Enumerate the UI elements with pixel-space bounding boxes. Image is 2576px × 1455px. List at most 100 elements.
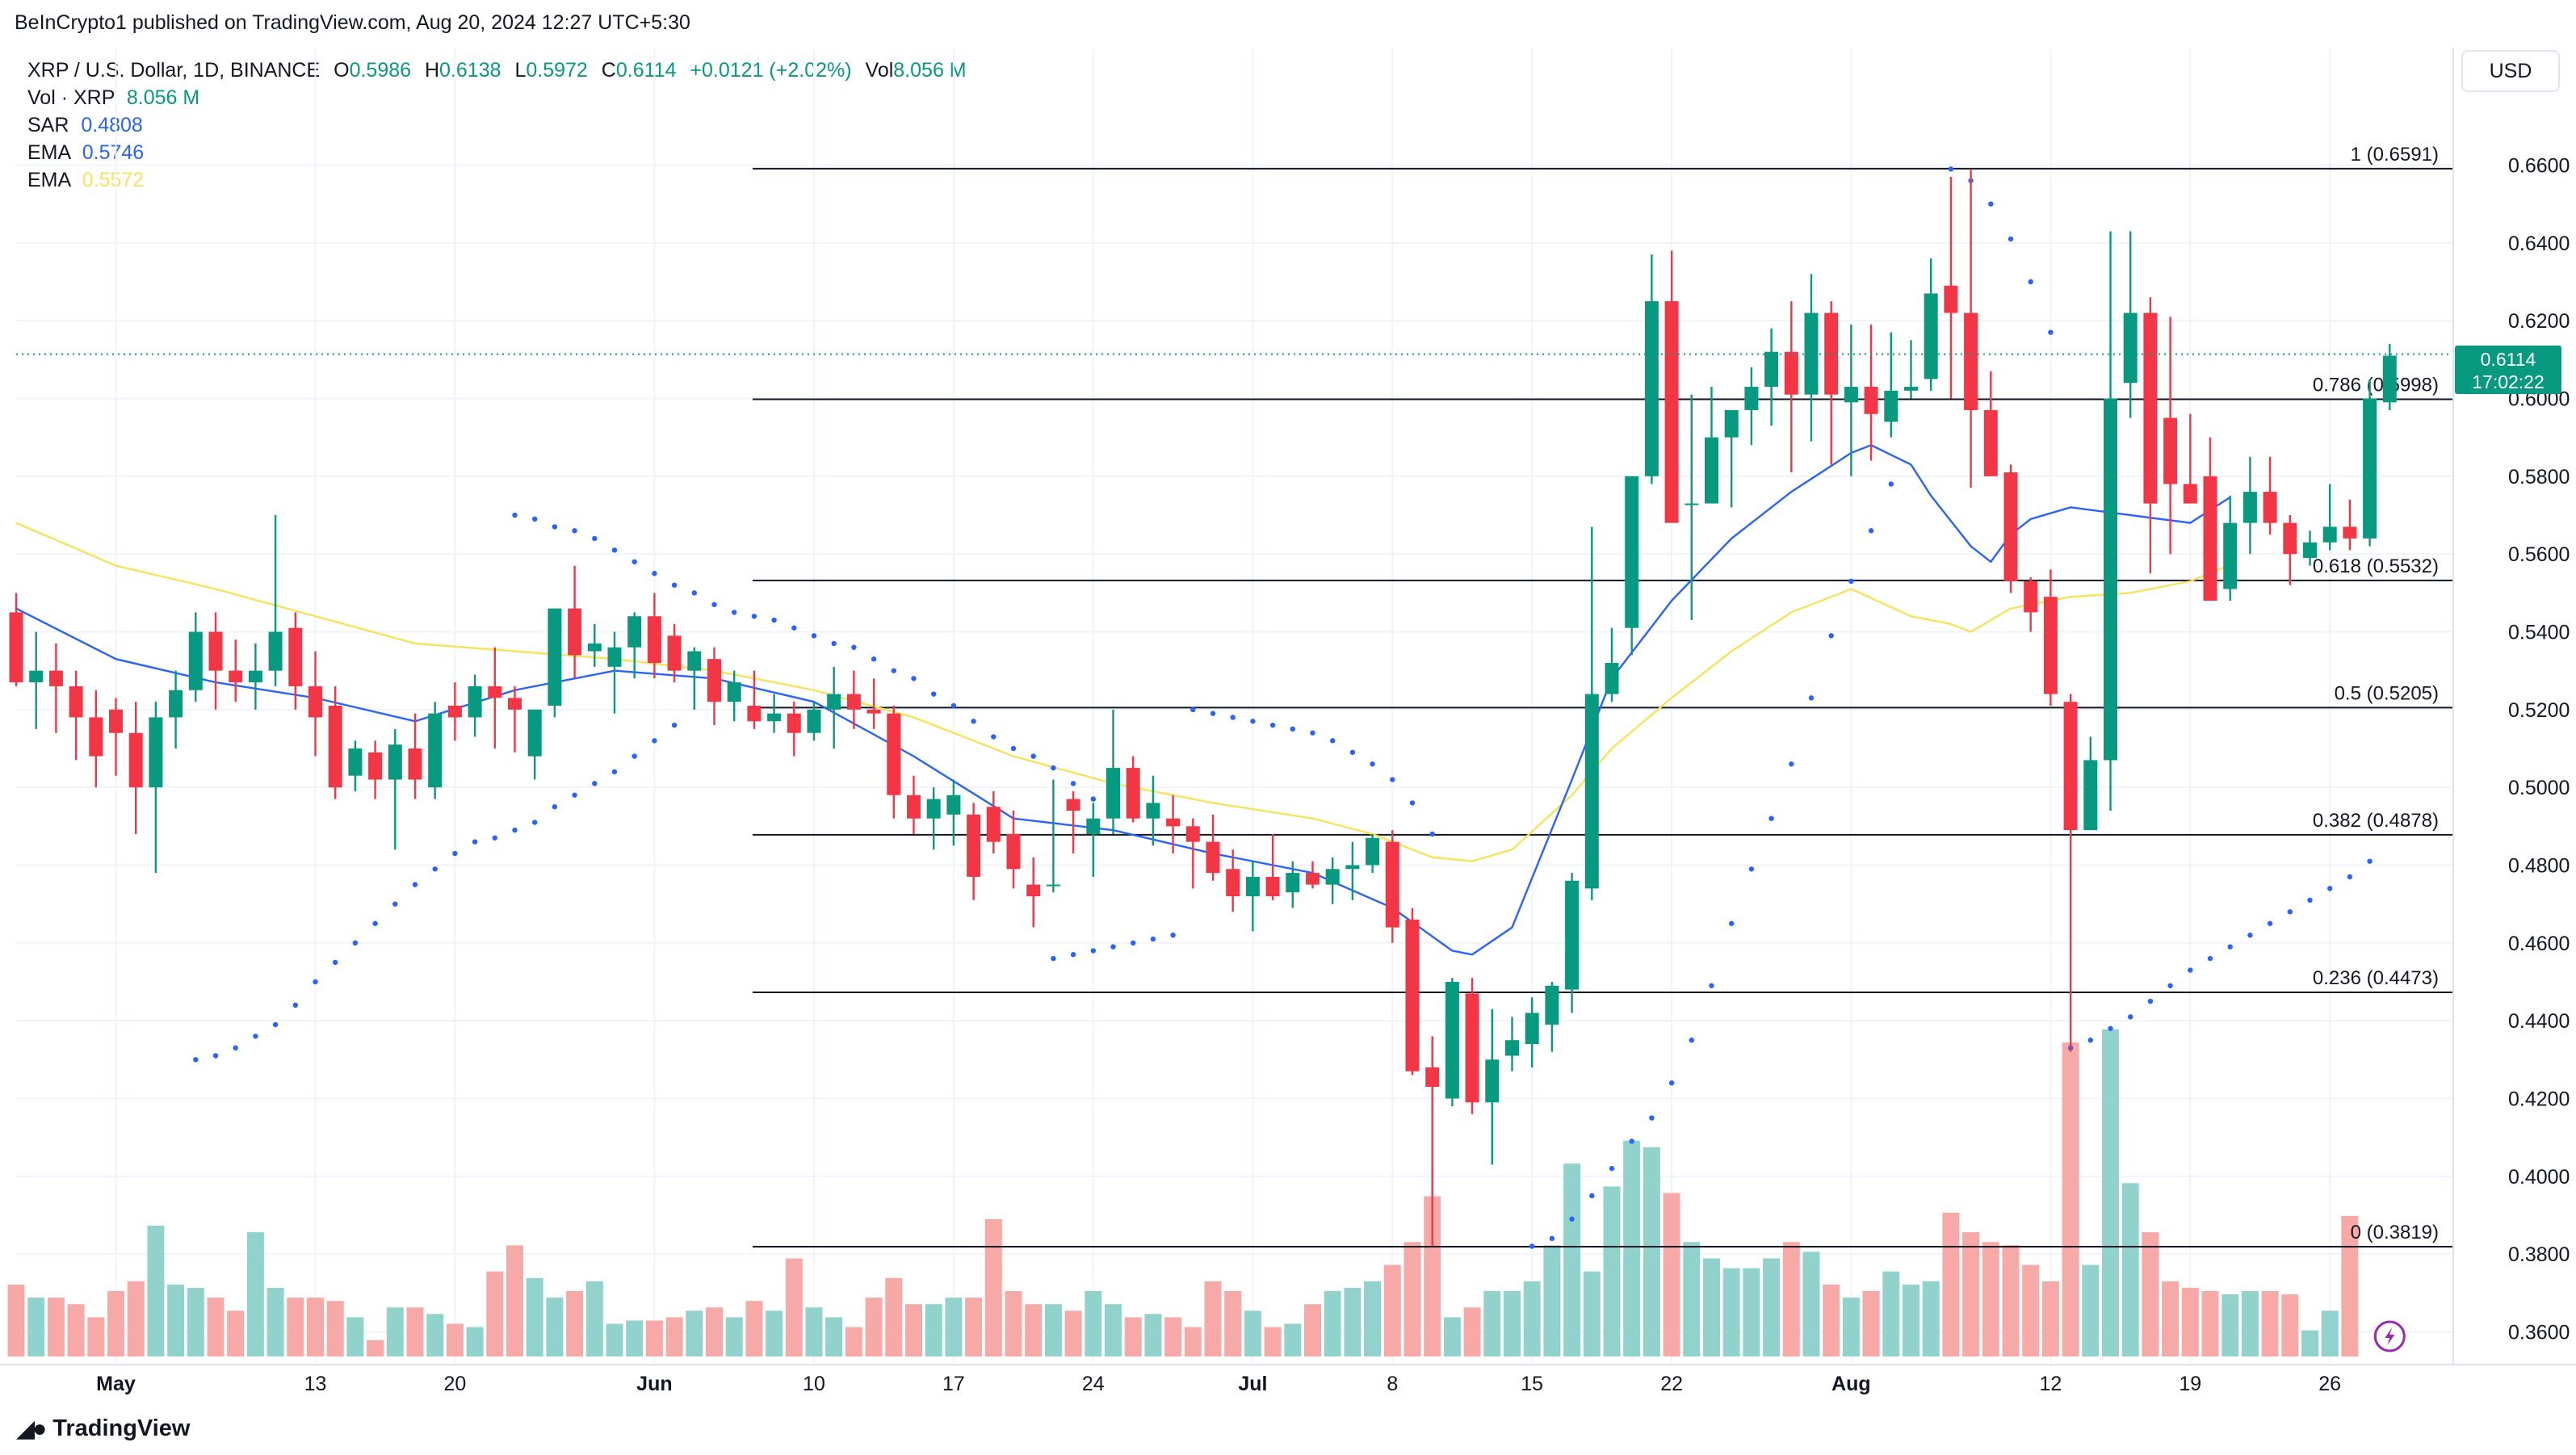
volume-bar	[745, 1301, 763, 1356]
volume-bar	[1962, 1232, 1980, 1356]
candle-up	[1584, 526, 1599, 900]
candle-body	[149, 717, 163, 788]
sar-dot	[1808, 695, 1815, 701]
sar-dot	[1390, 777, 1395, 782]
candle-up	[1046, 779, 1060, 893]
candle-body	[1046, 884, 1060, 887]
candle-down	[508, 686, 522, 753]
volume-bar	[386, 1307, 404, 1356]
candle-down	[986, 790, 1001, 854]
price-tick-label: 0.4600	[2508, 933, 2570, 955]
candle-up	[807, 702, 821, 741]
indicator-ema-fast[interactable]: EMA 0.5746	[27, 139, 967, 166]
indicator-label: SAR	[27, 114, 69, 136]
volume-bar	[2041, 1281, 2059, 1356]
sar-dot	[592, 535, 598, 542]
candle-down	[707, 647, 721, 726]
time-tick-label: Jul	[1238, 1373, 1267, 1395]
candle-body	[508, 698, 522, 710]
indicator-value: 8.056 M	[126, 86, 200, 109]
candle-up	[1644, 254, 1659, 484]
volume-bar	[1903, 1284, 1919, 1356]
publish-info: BeInCrypto1 published on TradingView.com…	[15, 11, 690, 34]
candle-down	[2343, 499, 2357, 551]
sar-dot	[1649, 1115, 1655, 1121]
candle-down	[2283, 514, 2297, 585]
volume-bar	[1982, 1242, 1999, 1356]
volume-bar	[885, 1277, 903, 1356]
sar-dot	[2247, 932, 2253, 938]
sar-dot	[671, 582, 678, 588]
volume-bar	[426, 1314, 444, 1356]
candle-up	[1705, 387, 1718, 504]
symbol-title[interactable]: XRP / U.S. Dollar, 1D, BINANCE	[27, 59, 321, 82]
candle-down	[1385, 830, 1399, 943]
sar-dot	[1090, 948, 1097, 954]
indicator-value: 0.5572	[82, 169, 145, 191]
candle-down	[408, 713, 422, 799]
currency-button[interactable]: USD	[2461, 50, 2560, 92]
fib-level-label: 1 (0.6591)	[2351, 144, 2439, 166]
candle-up	[2322, 484, 2337, 551]
candle-body	[827, 694, 841, 710]
grid-lines	[16, 48, 2453, 1363]
volume-bar	[1424, 1196, 1441, 1356]
candle-down	[1824, 301, 1839, 465]
volume-bar	[1722, 1268, 1740, 1356]
sar-dot	[2128, 1014, 2133, 1020]
indicator-label: EMA	[27, 169, 70, 191]
close-value: 0.6114	[615, 59, 677, 82]
sar-dot	[1748, 866, 1755, 872]
candle-body	[1405, 919, 1420, 1071]
candle-up	[1325, 857, 1340, 904]
fib-level-label: 0.382 (0.4878)	[2313, 810, 2439, 832]
time-tick-label: 22	[1660, 1373, 1683, 1395]
candle-down	[1664, 250, 1679, 523]
candle-body	[1764, 351, 1779, 388]
candle-down	[1066, 790, 1080, 854]
candle-body	[1525, 1013, 1539, 1045]
candle-down	[747, 670, 761, 729]
volume-bar	[845, 1327, 862, 1356]
price-axis: 0.3600 0.3800 0.4000 0.4200 0.4400 0.4600 0.48…	[2508, 154, 2570, 1344]
sar-dot	[472, 839, 478, 845]
indicator-value: 0.4808	[81, 114, 143, 136]
candle-up	[169, 670, 183, 748]
candle-body	[946, 795, 961, 815]
candle-down	[647, 593, 661, 679]
candle-body	[926, 799, 941, 819]
time-tick-label: 24	[1082, 1373, 1105, 1395]
candle-up	[1445, 978, 1459, 1107]
sar-dot	[2028, 279, 2033, 285]
time-tick-label: 20	[443, 1373, 466, 1395]
volume-bar	[984, 1218, 1002, 1356]
candle-body	[428, 713, 443, 788]
candle-up	[1146, 775, 1160, 846]
candle-body	[1724, 409, 1739, 438]
volume-bar	[506, 1245, 523, 1356]
candle-body	[9, 612, 23, 683]
sar-dot	[851, 644, 857, 650]
candle-up	[1884, 332, 1898, 438]
candle-body	[587, 643, 602, 652]
candle-body	[328, 706, 342, 788]
candle-up	[1245, 861, 1260, 932]
volume-bar	[2181, 1287, 2199, 1356]
indicator-ema-slow[interactable]: EMA 0.5572	[27, 166, 967, 194]
volume-bar	[466, 1327, 484, 1356]
volume-bars	[7, 1029, 2359, 1356]
candle-body	[727, 682, 741, 702]
indicator-sar[interactable]: SAR 0.4808	[27, 111, 967, 139]
volume-bar	[1085, 1291, 1102, 1356]
candle-body	[1385, 841, 1399, 928]
candle-body	[1066, 799, 1080, 811]
indicator-volume[interactable]: Vol · XRP 8.056 M	[27, 84, 967, 111]
sar-dot	[492, 835, 497, 841]
sar-dot	[811, 633, 817, 639]
candle-body	[1265, 876, 1280, 897]
candle-body	[2003, 472, 2018, 581]
tradingview-brand[interactable]: ◢● TradingView	[16, 1415, 191, 1443]
volume-bar	[2281, 1294, 2299, 1356]
candle-down	[2183, 413, 2197, 504]
